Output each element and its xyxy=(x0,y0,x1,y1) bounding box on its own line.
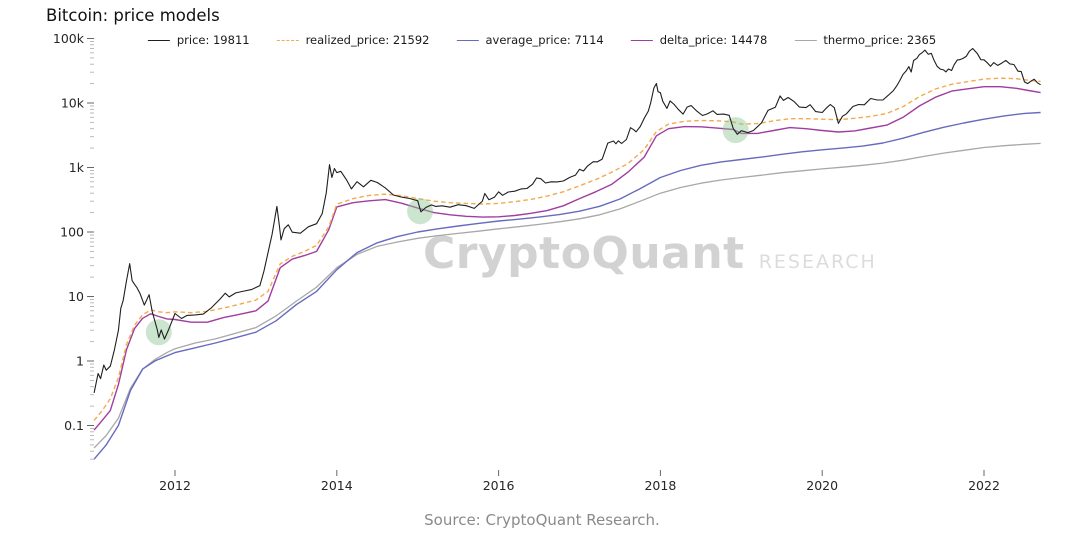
x-tick-label: 2012 xyxy=(159,478,191,493)
x-tick-label: 2020 xyxy=(806,478,838,493)
legend-label-realized_price: realized_price: 21592 xyxy=(305,33,430,47)
legend-swatch-thermo_price xyxy=(794,39,817,41)
series-line-realized_price xyxy=(93,77,1041,421)
legend-swatch-delta_price xyxy=(630,39,653,41)
y-tick-label: 100k xyxy=(53,31,85,46)
highlight-marker xyxy=(145,319,172,346)
x-tick-label: 2022 xyxy=(968,478,1000,493)
legend-item-delta_price: delta_price: 14478 xyxy=(630,33,768,47)
series-line-price xyxy=(93,47,1041,394)
series-line-delta_price xyxy=(93,85,1041,431)
legend-item-price: price: 19811 xyxy=(147,33,250,47)
highlight-marker xyxy=(722,117,749,144)
y-tick-label: 100 xyxy=(60,225,84,240)
legend-swatch-realized_price xyxy=(276,39,299,41)
watermark-brand: CryptoQuant xyxy=(423,228,745,279)
watermark: CryptoQuant RESEARCH xyxy=(423,228,877,279)
legend-label-price: price: 19811 xyxy=(176,33,250,47)
x-tick-label: 2018 xyxy=(644,478,676,493)
y-tick-label: 10 xyxy=(68,289,84,304)
chart-title: Bitcoin: price models xyxy=(46,6,220,25)
x-tick-label: 2014 xyxy=(321,478,353,493)
y-tick-label: 1k xyxy=(69,160,85,175)
y-tick-label: 1 xyxy=(76,354,84,369)
legend-swatch-average_price xyxy=(456,39,479,41)
legend-item-thermo_price: thermo_price: 2365 xyxy=(794,33,936,47)
series-line-thermo_price xyxy=(93,142,1041,449)
legend-label-average_price: average_price: 7114 xyxy=(485,33,604,47)
highlight-marker xyxy=(407,198,434,225)
y-tick-label: 10k xyxy=(61,96,85,111)
legend-swatch-price xyxy=(147,39,170,41)
series-line-average_price xyxy=(93,111,1041,460)
legend-item-average_price: average_price: 7114 xyxy=(456,33,604,47)
source-caption: Source: CryptoQuant Research. xyxy=(424,511,660,529)
y-tick-label: 0.1 xyxy=(64,418,84,433)
x-tick-label: 2016 xyxy=(483,478,515,493)
legend-label-thermo_price: thermo_price: 2365 xyxy=(823,33,937,47)
legend: price: 19811 realized_price: 21592 average… xyxy=(147,33,936,47)
legend-item-realized_price: realized_price: 21592 xyxy=(276,33,430,47)
legend-label-delta_price: delta_price: 14478 xyxy=(659,33,768,47)
watermark-suffix: RESEARCH xyxy=(758,251,877,273)
